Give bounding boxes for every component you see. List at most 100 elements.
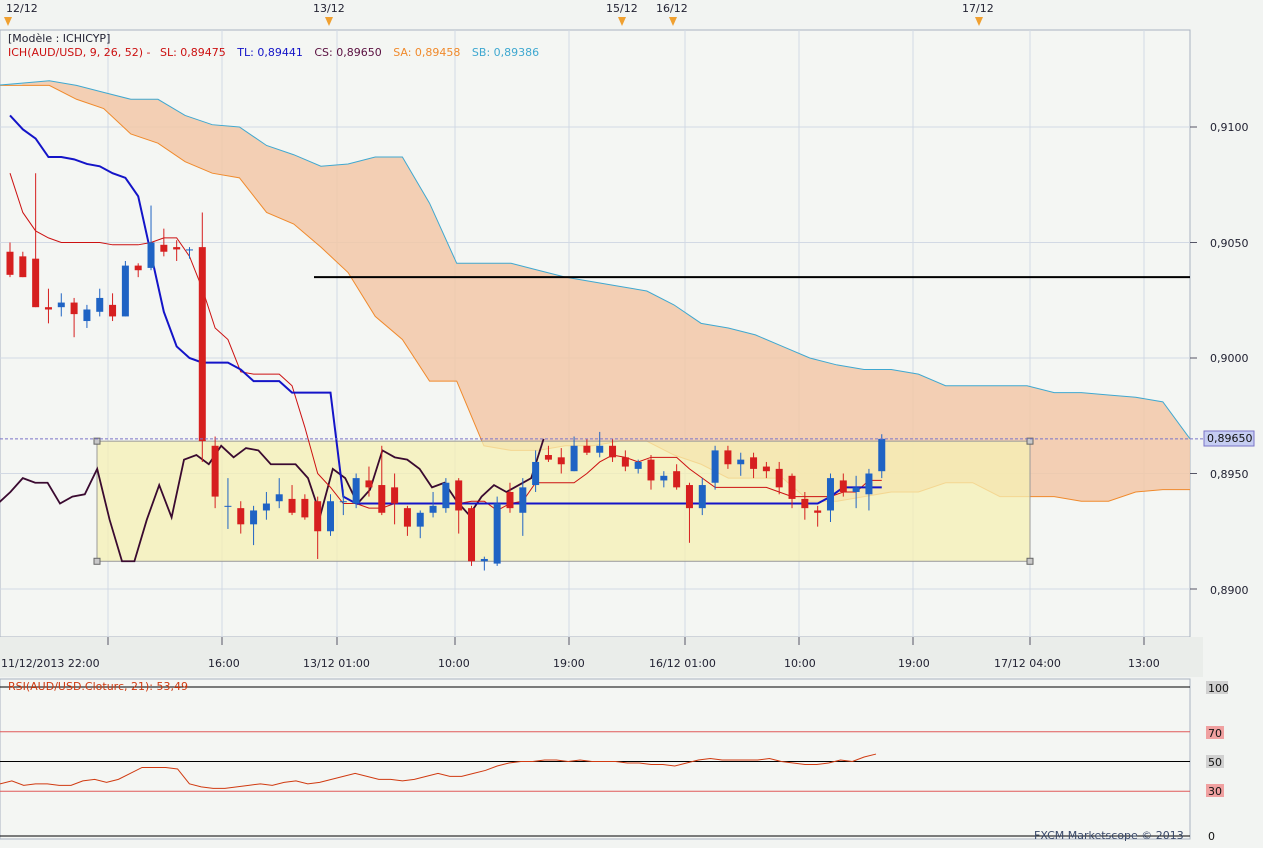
- candle-bearish: [314, 501, 322, 532]
- day-marker-triangle[interactable]: [4, 17, 12, 26]
- range-box-handle[interactable]: [1026, 437, 1034, 445]
- day-marker-triangle[interactable]: [669, 17, 677, 26]
- candle-bullish: [262, 503, 270, 511]
- candle-bearish: [750, 457, 758, 469]
- candle-bearish: [403, 508, 411, 527]
- candle-bearish: [609, 445, 617, 458]
- candle-bullish: [57, 302, 65, 308]
- candle-bullish: [532, 461, 540, 486]
- time-axis-label: 16:00: [208, 657, 240, 670]
- candle-bullish: [224, 505, 232, 507]
- candle-bearish: [378, 485, 386, 513]
- price-axis-label: 0,8950: [1210, 468, 1249, 481]
- time-axis-label: 16/12 01:00: [649, 657, 716, 670]
- candle-bearish: [468, 508, 476, 562]
- day-marker-label: 17/12: [962, 2, 994, 15]
- senkou-span-b: [0, 80, 1190, 440]
- kumo-bear-area: [22, 80, 1190, 502]
- candle-bullish: [121, 265, 129, 317]
- candle-bearish: [134, 265, 142, 271]
- range-box-handle[interactable]: [1026, 557, 1034, 565]
- candle-bearish: [724, 450, 732, 465]
- day-marker-label: 15/12: [606, 2, 638, 15]
- candle-bullish: [737, 459, 745, 465]
- candle-bullish: [442, 482, 450, 509]
- indicator-legend[interactable]: ICH(AUD/USD, 9, 26, 52) - SL: 0,89475 TL…: [8, 46, 539, 59]
- candle-bullish: [327, 501, 334, 532]
- candle-bullish: [275, 494, 283, 502]
- candle-bearish: [647, 459, 655, 481]
- overlays: [0, 276, 1203, 440]
- candle-bearish: [814, 510, 822, 513]
- candle-bullish: [416, 512, 424, 527]
- candle-bearish: [198, 247, 206, 442]
- candle-bearish: [173, 247, 181, 250]
- rsi-pane-bg: [0, 678, 1191, 840]
- range-box-handle[interactable]: [93, 557, 101, 565]
- candle-bearish: [32, 258, 40, 308]
- rsi-line: [0, 753, 877, 789]
- candle-bearish: [762, 466, 770, 472]
- candle-bullish: [83, 309, 91, 322]
- candle-bullish: [596, 445, 604, 453]
- candle-bullish: [339, 501, 347, 503]
- candle-bullish: [878, 438, 886, 472]
- time-axis-label: 19:00: [553, 657, 585, 670]
- day-marker-triangle[interactable]: [325, 17, 333, 26]
- rsi-panel: [0, 686, 1190, 837]
- candle-bearish: [391, 487, 399, 504]
- indicator-cs: CS: 0,89650: [314, 46, 381, 59]
- candle-bullish: [865, 473, 873, 495]
- candle-bearish: [839, 480, 847, 492]
- day-marker-label: 16/12: [656, 2, 688, 15]
- candle-bullish: [711, 450, 719, 483]
- model-label: [Modèle : ICHICYP]: [8, 32, 110, 45]
- range-box-handle[interactable]: [93, 437, 101, 445]
- rsi-axis-label: 30: [1208, 785, 1222, 798]
- candle-bearish: [109, 304, 117, 317]
- candle-bullish: [698, 485, 706, 509]
- candle-bearish: [506, 491, 514, 509]
- candle-bullish: [570, 445, 578, 472]
- candle-bearish: [365, 480, 373, 488]
- candle-bearish: [557, 457, 565, 465]
- day-marker-triangle[interactable]: [975, 17, 983, 26]
- candle-bullish: [352, 478, 360, 504]
- candle-bearish: [44, 307, 52, 310]
- indicator-prefix: ICH(AUD/USD, 9, 26, 52) -: [8, 46, 151, 59]
- candle-bullish: [96, 297, 104, 312]
- price-axis: 0,9100 0,9050 0,9000 0,8950 0,8900: [1210, 121, 1249, 597]
- candle-bearish: [788, 475, 796, 499]
- candle-bearish: [685, 485, 693, 509]
- candle-bearish: [211, 445, 219, 497]
- candle-bearish: [160, 244, 168, 252]
- candle-bullish: [429, 505, 437, 513]
- price-axis-label: 0,9100: [1210, 121, 1249, 134]
- candle-bullish: [826, 478, 834, 511]
- current-price-tag: 0,89650: [1203, 430, 1255, 447]
- candle-bullish: [480, 558, 488, 562]
- candle-bullish: [185, 249, 193, 251]
- day-marker-triangle[interactable]: [618, 17, 626, 26]
- indicator-tl: TL: 0,89441: [236, 46, 303, 59]
- candle-bullish: [519, 487, 527, 513]
- candle-bearish: [19, 256, 27, 278]
- candle-bearish: [673, 471, 681, 488]
- candle-bearish: [301, 498, 309, 518]
- rsi-legend: RSI(AUD/USD.Cloturc, 21): 53,49: [8, 680, 188, 693]
- candle-bullish: [147, 242, 155, 268]
- candle-bullish: [250, 510, 258, 525]
- candle-bearish: [6, 251, 14, 275]
- day-marker-label: 12/12: [6, 2, 38, 15]
- candle-bearish: [455, 480, 463, 511]
- current-price-label: 0,89650: [1207, 432, 1253, 445]
- indicator-sb: SB: 0,89386: [472, 46, 539, 59]
- time-axis-label: 11/12/2013 22:00: [1, 657, 100, 670]
- time-axis-label: 10:00: [784, 657, 816, 670]
- rsi-axis-label: 100: [1208, 682, 1229, 695]
- watermark: FXCM Marketscope © 2013: [1034, 829, 1184, 842]
- time-axis-label: 13/12 01:00: [303, 657, 370, 670]
- candles: [6, 173, 886, 571]
